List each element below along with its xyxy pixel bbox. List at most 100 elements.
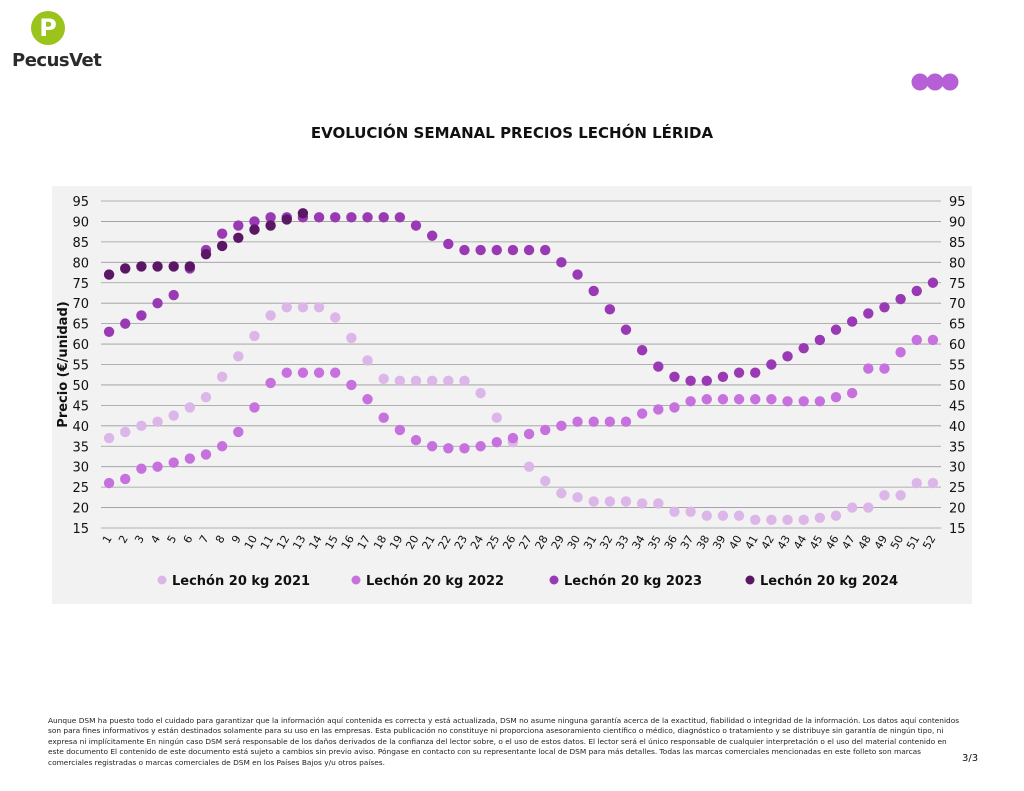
data-point-series-2: [281, 367, 292, 378]
data-point-series-3: [846, 316, 858, 327]
data-point-series-3: [782, 351, 793, 362]
decor-dot: [941, 73, 959, 91]
data-point-series-4: [152, 261, 163, 272]
data-point-series-2: [184, 453, 196, 464]
data-point-series-1: [378, 373, 389, 385]
y-tick-label-left: 45: [72, 399, 89, 414]
data-point-series-2: [750, 394, 761, 405]
data-point-series-3: [120, 318, 131, 329]
data-point-series-1: [491, 412, 502, 423]
y-tick-label-left: 40: [72, 420, 89, 435]
y-tick-label-left: 90: [72, 215, 89, 230]
x-tick-label: 27: [516, 533, 534, 552]
data-point-series-2: [523, 428, 535, 440]
data-point-series-4: [233, 232, 244, 243]
data-point-series-1: [830, 510, 842, 521]
data-point-series-3: [378, 212, 389, 223]
data-point-series-2: [556, 420, 567, 432]
data-point-series-3: [717, 371, 729, 382]
data-point-series-2: [927, 334, 939, 346]
data-point-series-2: [685, 396, 696, 407]
y-tick-label-right: 95: [949, 195, 966, 210]
data-point-series-1: [895, 490, 906, 501]
data-point-series-3: [362, 212, 373, 223]
x-tick-label: 30: [565, 533, 583, 552]
y-tick-label-left: 25: [72, 481, 89, 496]
y-tick-label-left: 85: [72, 236, 89, 251]
data-point-series-3: [168, 289, 179, 301]
data-point-series-3: [798, 342, 809, 354]
data-point-series-1: [669, 506, 680, 517]
data-point-series-4: [265, 220, 276, 231]
data-point-series-1: [685, 506, 696, 517]
x-tick-label: 16: [339, 533, 357, 552]
page-number: 3/3: [962, 753, 979, 764]
y-tick-label-right: 75: [949, 277, 966, 292]
data-point-series-2: [782, 396, 793, 407]
y-tick-label-right: 55: [949, 359, 966, 374]
x-tick-label: 43: [775, 533, 793, 552]
x-tick-label: 28: [533, 533, 551, 552]
data-point-series-3: [330, 212, 341, 223]
data-point-series-2: [168, 457, 179, 468]
x-tick-label: 6: [181, 533, 196, 546]
x-tick-label: 20: [403, 533, 421, 552]
data-point-series-1: [394, 375, 406, 387]
data-point-series-2: [572, 416, 583, 427]
data-point-series-1: [200, 392, 212, 403]
data-point-series-4: [168, 261, 179, 272]
x-tick-label: 22: [436, 533, 454, 552]
data-point-series-2: [798, 396, 809, 407]
data-point-series-2: [233, 426, 244, 438]
y-tick-label-left: 20: [72, 502, 89, 517]
data-point-series-3: [491, 244, 502, 256]
data-point-series-2: [588, 416, 599, 427]
data-point-series-2: [362, 394, 373, 405]
legend-label: Lechón 20 kg 2023: [564, 574, 702, 589]
data-point-series-2: [265, 377, 276, 389]
y-tick-label-right: 40: [949, 420, 966, 435]
data-point-series-4: [281, 214, 292, 225]
legend-marker: [549, 575, 559, 585]
y-tick-label-left: 75: [72, 277, 89, 292]
data-point-series-3: [653, 361, 664, 372]
data-point-series-2: [330, 367, 341, 378]
data-point-series-3: [604, 304, 616, 315]
legal-disclaimer: Aunque DSM ha puesto todo el cuidado par…: [48, 716, 960, 767]
x-tick-label: 5: [165, 533, 180, 546]
pecusvet-logo-mark: P: [31, 11, 65, 45]
data-point-series-3: [216, 228, 228, 239]
data-point-series-2: [136, 463, 147, 474]
x-tick-label: 1: [100, 533, 115, 546]
logo-circle: [31, 11, 65, 45]
data-point-series-1: [604, 496, 616, 507]
data-point-series-1: [136, 420, 147, 432]
data-point-series-1: [814, 512, 826, 523]
data-point-series-1: [233, 351, 244, 362]
data-point-series-2: [604, 416, 616, 427]
x-tick-label: 31: [581, 533, 599, 552]
legend-label: Lechón 20 kg 2021: [172, 574, 310, 589]
legend-label: Lechón 20 kg 2024: [760, 574, 898, 589]
y-tick-label-right: 85: [949, 236, 966, 251]
data-point-series-3: [927, 277, 939, 288]
data-point-series-1: [120, 426, 131, 438]
data-point-series-2: [507, 432, 519, 444]
data-point-series-1: [540, 475, 551, 487]
data-point-series-3: [459, 244, 470, 256]
y-tick-label-right: 45: [949, 399, 966, 414]
data-point-series-1: [750, 514, 761, 526]
data-point-series-2: [814, 396, 826, 407]
y-tick-label-right: 50: [949, 379, 966, 394]
data-point-series-4: [120, 263, 131, 274]
data-point-series-1: [297, 302, 309, 313]
data-point-series-3: [410, 220, 422, 231]
data-point-series-1: [766, 514, 777, 526]
y-tick-label-right: 65: [949, 318, 966, 333]
data-point-series-3: [540, 244, 551, 256]
x-tick-label: 42: [759, 533, 777, 552]
data-point-series-2: [313, 367, 325, 378]
x-tick-label: 38: [694, 533, 712, 552]
data-point-series-2: [297, 367, 309, 378]
x-tick-label: 21: [419, 533, 437, 552]
